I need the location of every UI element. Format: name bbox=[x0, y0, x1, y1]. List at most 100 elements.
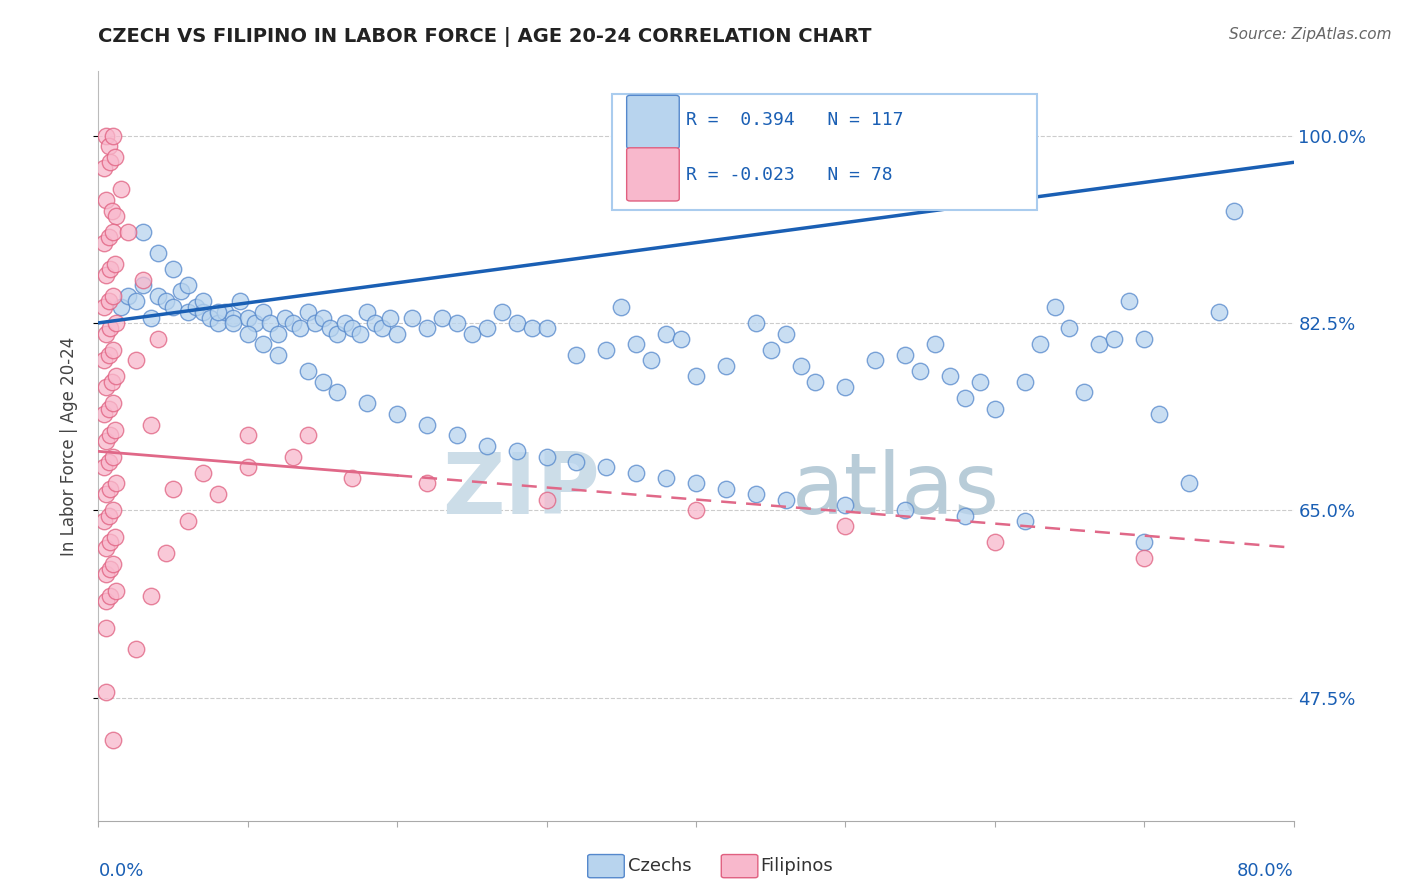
Point bbox=[789, 359, 811, 373]
Point bbox=[311, 310, 333, 325]
Point bbox=[103, 343, 125, 357]
Point bbox=[93, 353, 115, 368]
Point bbox=[105, 583, 128, 598]
Point bbox=[104, 530, 127, 544]
Point bbox=[834, 519, 856, 533]
Point bbox=[104, 150, 127, 164]
Point bbox=[385, 407, 409, 421]
Point bbox=[520, 321, 543, 335]
Point bbox=[117, 225, 139, 239]
Point bbox=[139, 417, 162, 432]
Point bbox=[356, 305, 378, 319]
Text: 80.0%: 80.0% bbox=[1237, 862, 1294, 880]
Point bbox=[984, 535, 1007, 549]
Point bbox=[491, 305, 513, 319]
Point bbox=[924, 337, 946, 351]
Point bbox=[297, 364, 319, 378]
Point bbox=[655, 326, 678, 341]
Point bbox=[148, 289, 170, 303]
Point bbox=[162, 262, 184, 277]
Point bbox=[1073, 385, 1095, 400]
Point bbox=[94, 685, 117, 699]
Point bbox=[105, 316, 128, 330]
Point bbox=[1133, 332, 1156, 346]
Point bbox=[177, 305, 200, 319]
Point bbox=[685, 369, 707, 384]
Text: atlas: atlas bbox=[792, 450, 1000, 533]
Point bbox=[98, 262, 122, 277]
Point bbox=[865, 353, 887, 368]
Point bbox=[110, 300, 132, 314]
Point bbox=[93, 514, 115, 528]
Point bbox=[319, 321, 342, 335]
Point bbox=[101, 375, 124, 389]
Point bbox=[169, 284, 191, 298]
Point bbox=[103, 450, 125, 464]
Point bbox=[200, 310, 222, 325]
Y-axis label: In Labor Force | Age 20-24: In Labor Force | Age 20-24 bbox=[59, 336, 77, 556]
Point bbox=[984, 401, 1007, 416]
Point bbox=[101, 203, 124, 218]
Point bbox=[1223, 203, 1246, 218]
Point bbox=[640, 353, 662, 368]
Point bbox=[1118, 294, 1140, 309]
Point bbox=[98, 155, 122, 169]
Point bbox=[94, 193, 117, 207]
Point bbox=[342, 471, 364, 485]
Point bbox=[267, 326, 290, 341]
FancyBboxPatch shape bbox=[613, 94, 1036, 210]
Point bbox=[775, 326, 797, 341]
Point bbox=[98, 589, 122, 603]
Point bbox=[378, 310, 401, 325]
Point bbox=[401, 310, 423, 325]
Point bbox=[103, 396, 125, 410]
Point bbox=[356, 396, 378, 410]
Point bbox=[103, 225, 125, 239]
Point bbox=[98, 482, 122, 496]
Point bbox=[1043, 300, 1066, 314]
Point bbox=[132, 273, 155, 287]
Point bbox=[416, 476, 439, 491]
Point bbox=[97, 455, 120, 469]
Point bbox=[207, 487, 229, 501]
Point bbox=[97, 401, 120, 416]
FancyBboxPatch shape bbox=[627, 95, 679, 149]
Point bbox=[98, 321, 122, 335]
Point bbox=[894, 503, 917, 517]
Point bbox=[139, 310, 162, 325]
Point bbox=[222, 316, 245, 330]
Point bbox=[267, 348, 290, 362]
Point bbox=[94, 268, 117, 282]
Point bbox=[969, 375, 991, 389]
Point bbox=[191, 466, 214, 480]
Point bbox=[97, 294, 120, 309]
Point bbox=[94, 541, 117, 555]
Point bbox=[506, 316, 529, 330]
Text: Filipinos: Filipinos bbox=[761, 857, 834, 875]
Point bbox=[236, 460, 259, 475]
Text: Source: ZipAtlas.com: Source: ZipAtlas.com bbox=[1229, 27, 1392, 42]
Point bbox=[236, 326, 259, 341]
Point bbox=[94, 434, 117, 448]
Point bbox=[191, 305, 214, 319]
Point bbox=[939, 369, 962, 384]
Point bbox=[103, 733, 125, 747]
Point bbox=[1147, 407, 1170, 421]
Point bbox=[97, 348, 120, 362]
Point bbox=[595, 460, 617, 475]
Point bbox=[775, 492, 797, 507]
Point bbox=[94, 567, 117, 582]
Point bbox=[536, 321, 558, 335]
Point bbox=[207, 316, 229, 330]
Point bbox=[416, 417, 439, 432]
Point bbox=[1014, 375, 1036, 389]
Point bbox=[349, 326, 371, 341]
Point bbox=[125, 294, 148, 309]
Point bbox=[274, 310, 297, 325]
Point bbox=[685, 503, 707, 517]
Point bbox=[117, 289, 139, 303]
Point bbox=[93, 161, 115, 175]
Point bbox=[104, 423, 127, 437]
Point bbox=[288, 321, 311, 335]
Point bbox=[148, 246, 170, 260]
